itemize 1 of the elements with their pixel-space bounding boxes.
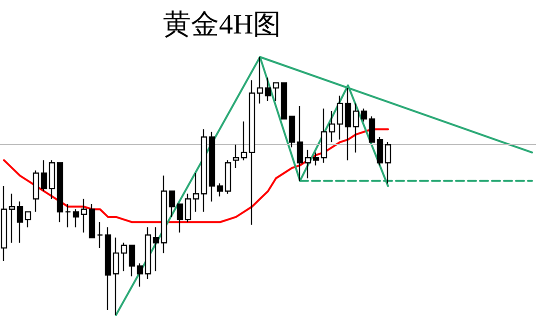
chart-title: 黄金4H图 bbox=[163, 10, 282, 40]
